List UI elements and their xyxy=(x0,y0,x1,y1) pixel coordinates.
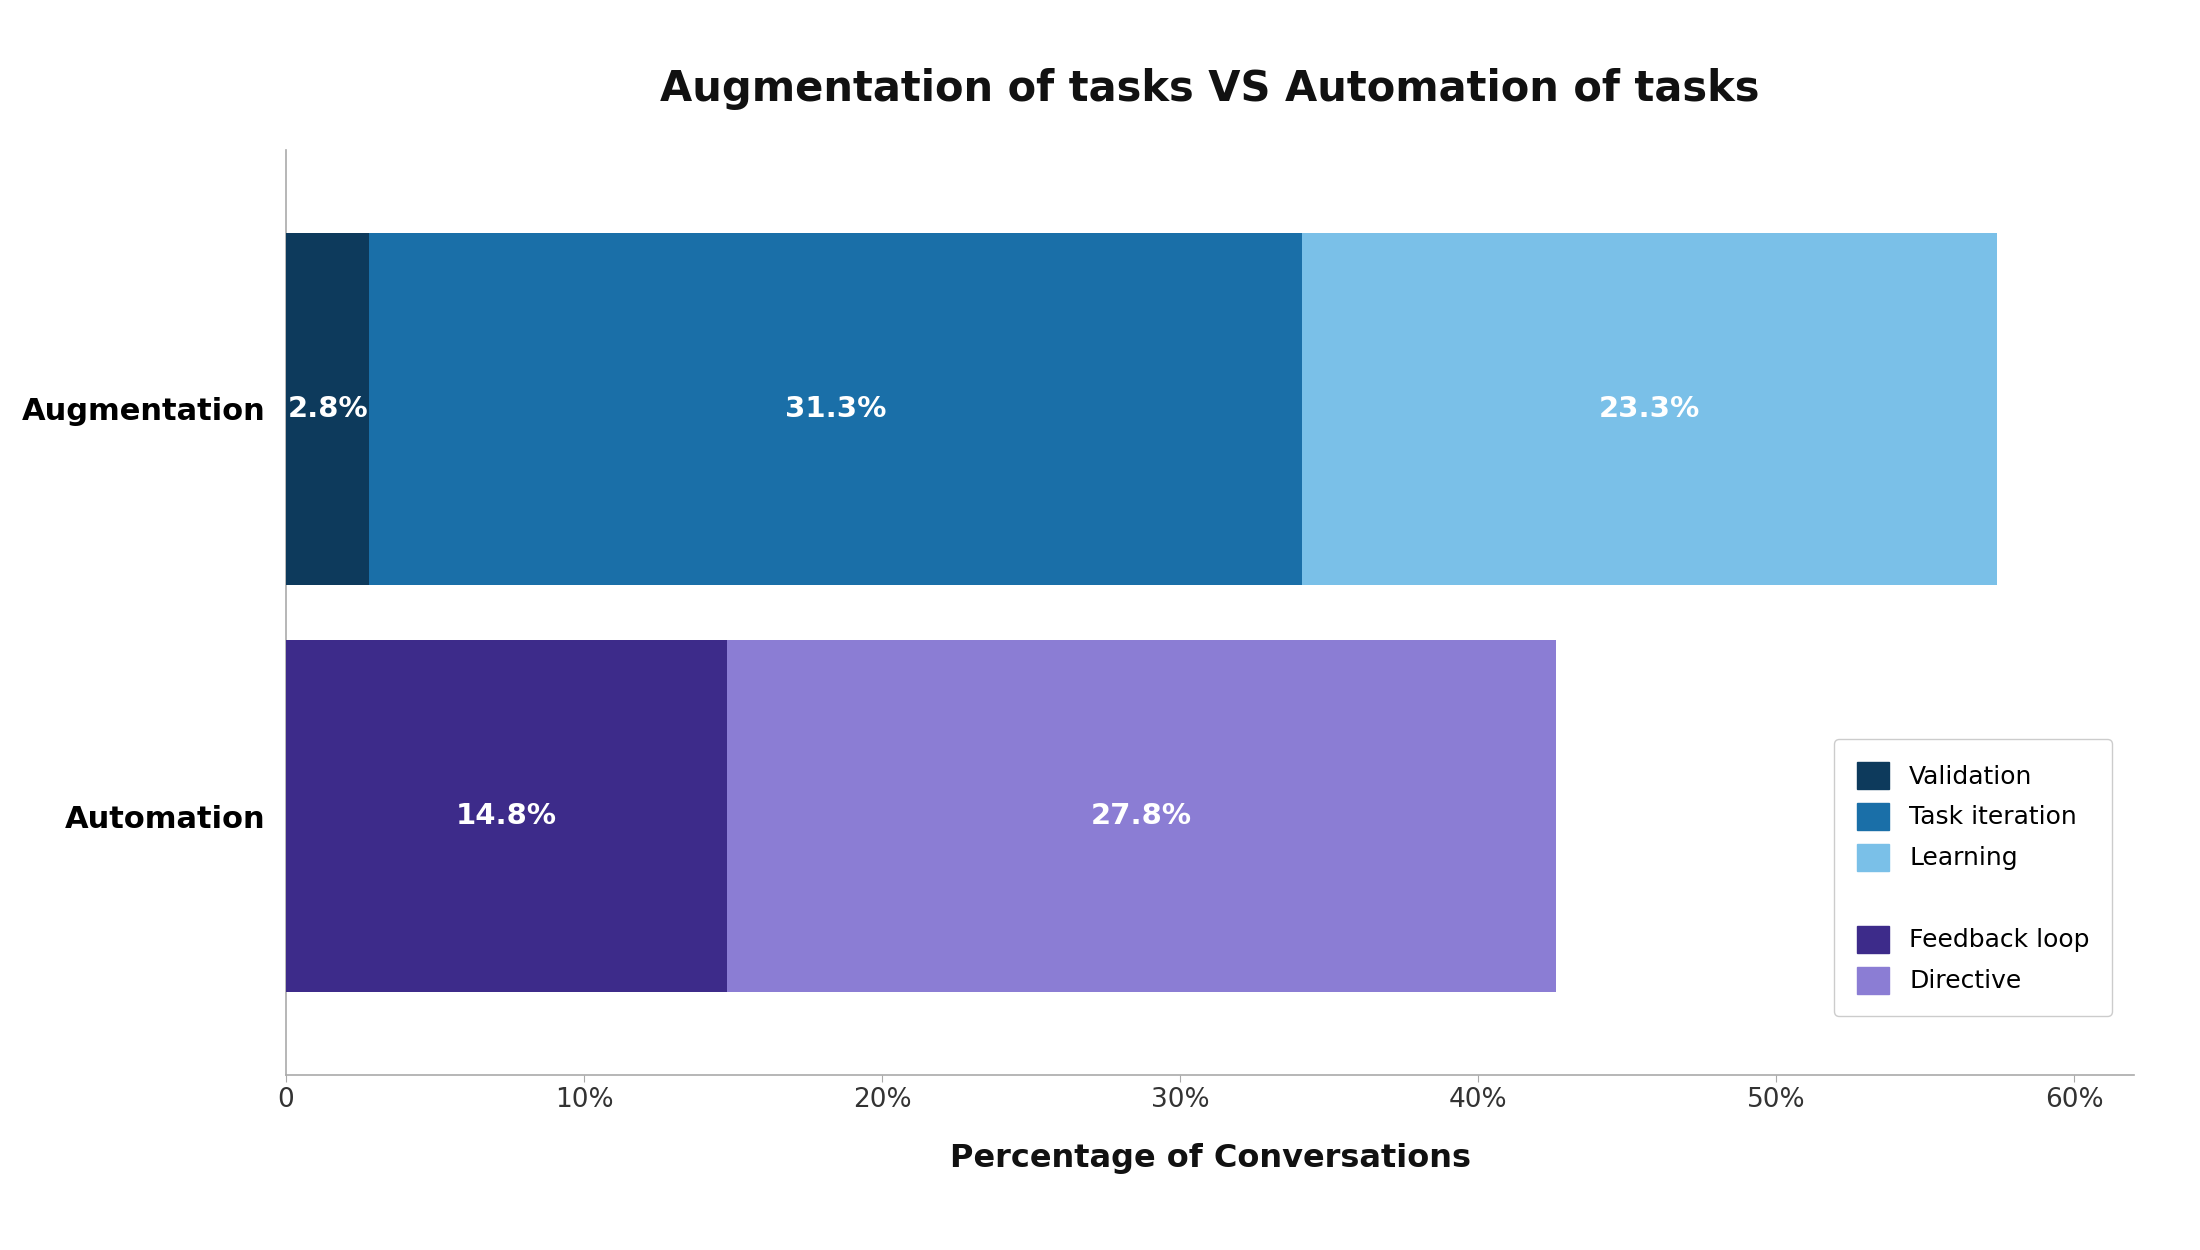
X-axis label: Percentage of Conversations: Percentage of Conversations xyxy=(950,1144,1470,1174)
Bar xyxy=(728,640,1555,991)
Title: Augmentation of tasks VS Automation of tasks: Augmentation of tasks VS Automation of t… xyxy=(660,69,1760,110)
Text: 27.8%: 27.8% xyxy=(1091,802,1192,830)
Text: 23.3%: 23.3% xyxy=(1599,395,1701,422)
Text: 14.8%: 14.8% xyxy=(455,802,557,830)
Text: 2.8%: 2.8% xyxy=(288,395,367,422)
Bar xyxy=(286,640,728,991)
Bar xyxy=(1302,234,1998,585)
Text: 31.3%: 31.3% xyxy=(785,395,887,422)
Legend: Validation, Task iteration, Learning, , Feedback loop, Directive: Validation, Task iteration, Learning, , … xyxy=(1835,739,2112,1016)
Bar xyxy=(370,234,1302,585)
Bar xyxy=(286,234,370,585)
